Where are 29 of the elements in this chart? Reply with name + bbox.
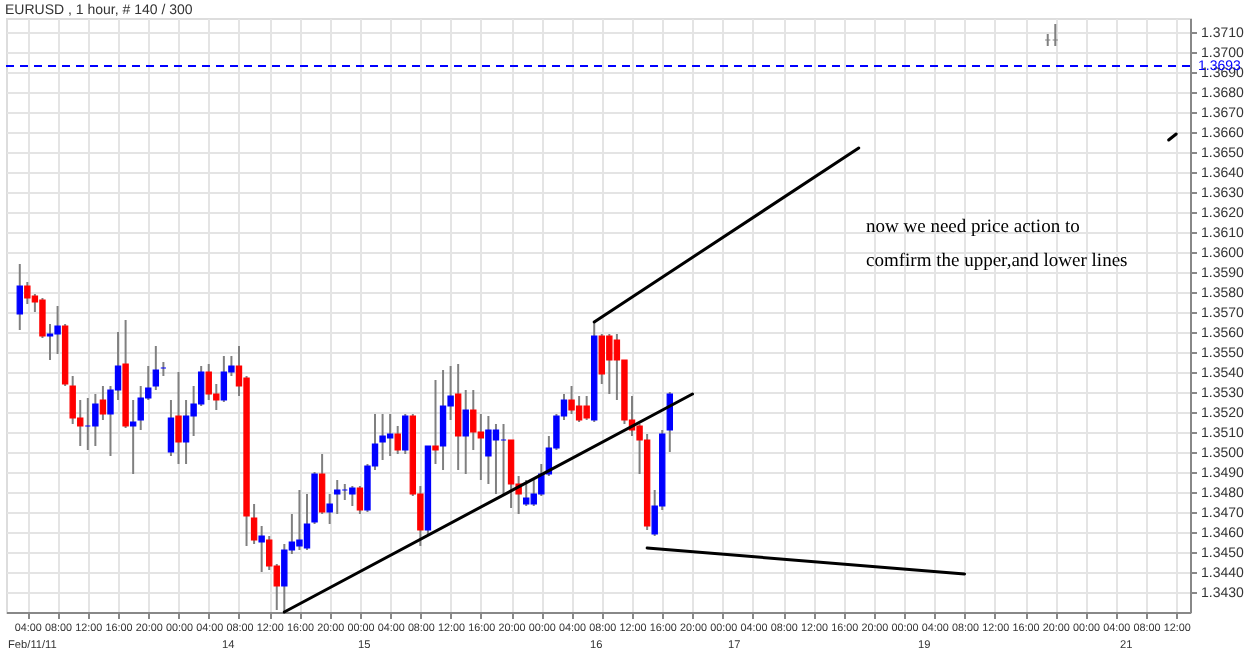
candlestick: [568, 385, 575, 415]
candlestick: [152, 345, 160, 391]
candlestick: [318, 453, 326, 515]
candlestick: [462, 389, 469, 475]
candlestick: [182, 399, 190, 465]
candlestick: [454, 363, 462, 471]
candlestick: [167, 399, 175, 457]
candlestick: [99, 385, 107, 421]
candlestick: [583, 395, 590, 421]
candlestick: [16, 263, 23, 331]
candlestick: [92, 393, 99, 447]
candlestick: [402, 413, 409, 455]
candlestick: [220, 355, 228, 403]
candlestick: [46, 323, 54, 361]
candlestick: [439, 369, 447, 471]
candlestick: [606, 333, 613, 395]
candlestick: [54, 305, 61, 355]
candlestick: [129, 399, 137, 475]
annotation: now we need price action to: [866, 218, 1081, 238]
candlestick: [296, 489, 303, 551]
candlestick: [175, 371, 182, 465]
candlestick: [356, 485, 364, 515]
candlestick: [386, 413, 394, 457]
candlestick: [477, 413, 485, 481]
candlestick: [522, 479, 530, 507]
candlestick: [349, 485, 356, 507]
annotation: comfirm the upper,and lower lines: [866, 252, 1129, 272]
candlestick: [492, 423, 500, 495]
candlestick: [24, 281, 31, 305]
